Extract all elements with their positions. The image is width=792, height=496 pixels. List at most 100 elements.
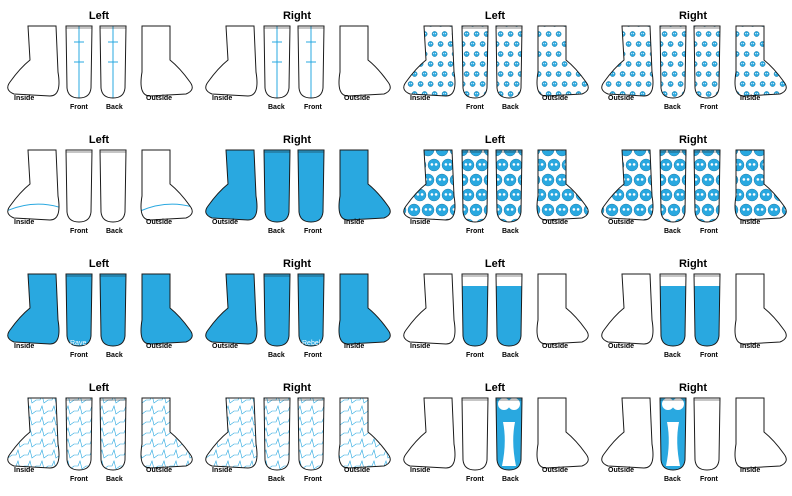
view-label: Front xyxy=(700,352,718,359)
sock-drawings xyxy=(601,149,787,223)
sock-drawings xyxy=(601,273,787,347)
view-label: Front xyxy=(466,352,484,359)
sock-side-view xyxy=(601,149,654,221)
sock-front-view xyxy=(495,25,523,99)
cell-title: Right xyxy=(678,10,708,22)
cell-title: Left xyxy=(484,134,506,146)
view-label: Outside xyxy=(542,467,569,474)
view-label: Back xyxy=(106,352,123,359)
sock-front-view xyxy=(263,149,291,223)
sock-front-view xyxy=(263,25,291,99)
cell-title: Left xyxy=(88,382,110,394)
sock-side-view xyxy=(734,397,787,469)
sock-front-view xyxy=(693,273,721,347)
view-label: Inside xyxy=(14,343,35,350)
cell-title: Right xyxy=(282,258,312,270)
sock-side-view xyxy=(7,397,60,469)
view-label: Back xyxy=(106,476,123,483)
view-label: Inside xyxy=(344,219,365,226)
sock-side-view xyxy=(140,397,193,469)
sock-template-cell: Right Outside Back Front Inside Rebel xyxy=(198,248,396,372)
view-label: Outside xyxy=(608,467,635,474)
sock-front-view xyxy=(65,149,93,223)
cell-title: Right xyxy=(282,10,312,22)
sock-front-view xyxy=(65,397,93,471)
view-label: Inside xyxy=(14,95,35,102)
view-label: Outside xyxy=(542,95,569,102)
sock-side-view xyxy=(205,149,258,221)
view-label: Outside xyxy=(542,219,569,226)
sock-drawings xyxy=(403,25,589,99)
sock-side-view xyxy=(536,397,589,469)
sock-front-view xyxy=(461,149,489,223)
sock-template-cell: Left Inside Front Back Outside xyxy=(396,372,594,496)
sock-drawings xyxy=(601,397,787,471)
view-label: Inside xyxy=(410,219,431,226)
cell-title: Right xyxy=(282,134,312,146)
sock-name-tag: Rave xyxy=(70,340,87,347)
sock-side-view xyxy=(601,397,654,469)
view-label: Outside xyxy=(146,467,173,474)
sock-name-tag: Rebel xyxy=(302,340,321,347)
sock-front-view xyxy=(99,25,127,99)
sock-side-view xyxy=(403,397,456,469)
sock-front-view xyxy=(263,397,291,471)
sock-side-view xyxy=(734,25,787,97)
sock-front-view xyxy=(461,397,489,471)
sock-front-view xyxy=(659,273,687,347)
sock-front-view xyxy=(263,273,291,347)
sock-drawings xyxy=(205,25,391,99)
view-label: Back xyxy=(106,104,123,111)
sock-side-view xyxy=(7,149,60,221)
sock-front-view xyxy=(297,273,325,347)
sock-side-view xyxy=(536,149,589,221)
view-label: Outside xyxy=(212,219,239,226)
cell-title: Left xyxy=(484,10,506,22)
view-label: Back xyxy=(268,228,285,235)
cell-title: Left xyxy=(484,382,506,394)
sock-front-view xyxy=(659,149,687,223)
view-label: Front xyxy=(70,476,88,483)
view-label: Inside xyxy=(410,343,431,350)
sock-side-view xyxy=(338,397,391,469)
sock-template-cell: Right Outside Back Front Inside xyxy=(594,124,792,248)
sock-front-view xyxy=(99,273,127,347)
sock-front-view xyxy=(495,149,523,223)
sock-front-view xyxy=(693,149,721,223)
sock-drawings xyxy=(403,397,589,471)
sock-drawings xyxy=(205,273,391,347)
view-label: Back xyxy=(106,228,123,235)
view-label: Back xyxy=(502,352,519,359)
view-label: Outside xyxy=(608,95,635,102)
view-label: Outside xyxy=(608,343,635,350)
view-label: Outside xyxy=(212,343,239,350)
view-label: Back xyxy=(502,104,519,111)
sock-front-view xyxy=(461,273,489,347)
sock-front-view xyxy=(65,25,93,99)
view-label: Back xyxy=(664,104,681,111)
sock-side-view xyxy=(205,273,258,345)
cell-title: Left xyxy=(88,134,110,146)
view-label: Outside xyxy=(344,95,371,102)
sock-front-view xyxy=(99,149,127,223)
view-label: Inside xyxy=(410,467,431,474)
sock-front-view xyxy=(693,397,721,471)
sock-front-view xyxy=(297,397,325,471)
sock-template-cell: Left Inside Front Back Outside xyxy=(396,248,594,372)
sock-side-view xyxy=(601,25,654,97)
view-label: Front xyxy=(70,228,88,235)
sock-side-view xyxy=(7,273,60,345)
sock-front-view xyxy=(659,25,687,99)
cell-title: Right xyxy=(678,382,708,394)
sock-template-cell: Right Outside Back Front Inside xyxy=(198,124,396,248)
sock-side-view xyxy=(403,273,456,345)
view-label: Front xyxy=(304,228,322,235)
sock-template-cell: Left Inside Front Back Outside xyxy=(0,124,198,248)
sock-template-cell: Right Outside Back Front Inside xyxy=(594,248,792,372)
view-label: Front xyxy=(304,352,322,359)
cell-title: Left xyxy=(484,258,506,270)
sock-front-view xyxy=(461,25,489,99)
sock-front-view xyxy=(693,25,721,99)
view-label: Inside xyxy=(410,95,431,102)
